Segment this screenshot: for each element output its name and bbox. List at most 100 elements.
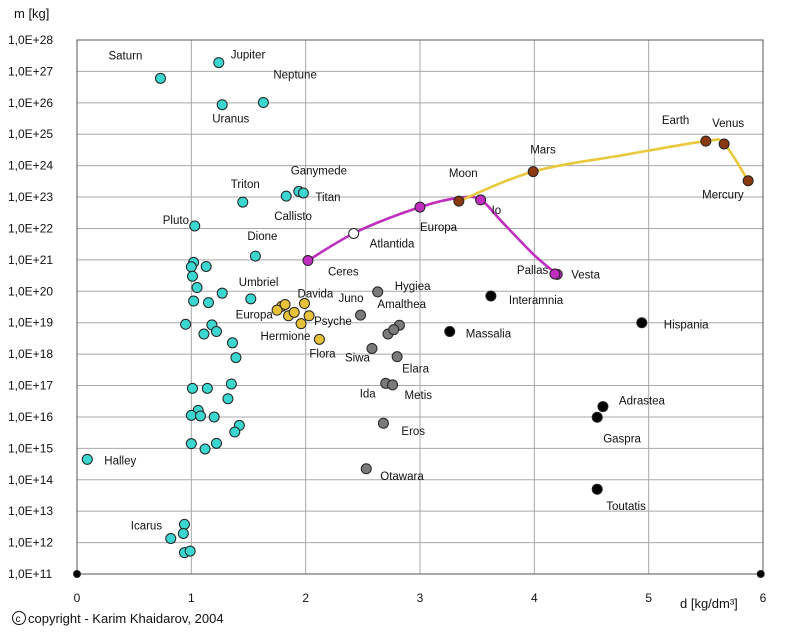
metis-label: Metis — [405, 390, 433, 402]
pluto-label: Pluto — [163, 215, 189, 227]
elara-point — [391, 351, 403, 363]
adrastea-label: Adrastea — [619, 396, 666, 408]
axis-point — [73, 570, 81, 578]
stony-point — [279, 298, 291, 310]
interamnia-point — [485, 290, 497, 302]
venus-label: Venus — [712, 118, 744, 130]
y-tick-label: 1,0E+18 — [8, 347, 53, 361]
ceres-label: Ceres — [328, 267, 359, 279]
moon-line-curve — [307, 195, 559, 276]
icy-point — [230, 352, 242, 364]
y-tick-label: 1,0E+13 — [8, 504, 53, 518]
europa-label: Europa — [236, 309, 274, 321]
earth-point — [700, 135, 712, 147]
point-labels: Saturn JupiterUranusNeptuneGanymedeTitanC… — [104, 50, 744, 533]
y-tick-label: 1,0E+19 — [8, 316, 53, 330]
y-tick-label: 1,0E+17 — [8, 379, 53, 393]
x-tick-label: 5 — [645, 591, 652, 605]
icy-point — [178, 518, 190, 530]
atlantida-point — [348, 227, 360, 239]
flora-label: Flora — [309, 348, 336, 360]
titan-label: Titan — [315, 192, 340, 204]
y-tick-label: 1,0E+22 — [8, 221, 53, 235]
ceres-point — [302, 255, 314, 267]
y-tick-label: 1,0E+25 — [8, 127, 53, 141]
amalthea-label: Amalthea — [377, 299, 426, 311]
stony-point — [271, 304, 283, 316]
saturn-point — [154, 72, 166, 84]
plot-frame — [76, 39, 764, 575]
uranus-point — [216, 99, 228, 111]
atlantida-label: Atlantida — [370, 238, 415, 250]
massalia-label: Massalia — [466, 329, 512, 341]
umbriel-point — [245, 293, 257, 305]
icy-point — [225, 378, 237, 390]
massalia-point — [444, 326, 456, 338]
hygiea-point — [372, 286, 384, 298]
siwa-label: Siwa — [345, 352, 371, 364]
io-label: Io — [492, 205, 502, 217]
y-tick-labels: 1,0E+11 1,0E+12 1,0E+13 1,0E+14 1,0E+15 1,0E+… — [8, 33, 53, 581]
otawara-point — [360, 463, 372, 475]
callisto-label: Callisto — [274, 211, 312, 223]
elara-label: Elara — [402, 364, 429, 376]
y-tick-label: 1,0E+15 — [8, 441, 53, 455]
copyright: c copyright - Karim Khaidarov, 2004 — [12, 611, 224, 626]
triton-point — [237, 196, 249, 208]
dione-label: Dione — [247, 231, 277, 243]
gray-point — [388, 324, 400, 336]
icy-point — [202, 297, 214, 309]
moon-point — [453, 195, 465, 207]
ganymede-label: Ganymede — [291, 165, 347, 177]
jupiter-point — [213, 57, 225, 69]
icy-point — [188, 295, 200, 307]
earth-label: Earth — [662, 115, 690, 127]
icy-point — [185, 261, 197, 273]
y-tick-label: 1,0E+20 — [8, 284, 53, 298]
halley-point — [81, 453, 93, 465]
hispania-label: Hispania — [664, 320, 709, 332]
copyright-text: copyright - Karim Khaidarov, 2004 — [28, 611, 224, 626]
icy-point — [185, 409, 197, 421]
icy-point — [186, 270, 198, 282]
io-point — [475, 194, 487, 206]
x-tick-label: 0 — [74, 591, 81, 605]
icy-point — [184, 545, 196, 557]
europa-label: Europa — [420, 222, 458, 234]
interamnia-label: Interamnia — [509, 295, 564, 307]
eros-point — [377, 417, 389, 429]
icy-point — [180, 318, 192, 330]
pluto-point — [189, 220, 201, 232]
psyche-point — [303, 310, 315, 322]
jupiter-label: Jupiter — [231, 50, 266, 62]
dione-point — [249, 250, 261, 262]
neptune-label: Neptune — [273, 70, 316, 82]
y-tick-label: 1,0E+23 — [8, 190, 53, 204]
icy-point — [185, 438, 197, 450]
icy-point — [200, 260, 212, 272]
stony-point — [295, 318, 307, 330]
x-tick-label: 4 — [531, 591, 538, 605]
icy-point — [194, 410, 206, 422]
metis-point — [387, 379, 399, 391]
y-tick-label: 1,0E+28 — [8, 33, 53, 47]
data-points — [73, 57, 765, 578]
trend-curves — [307, 138, 750, 276]
umbriel-label: Umbriel — [239, 277, 279, 289]
hermione-label: Hermione — [261, 331, 311, 343]
x-axis-label: d [kg/dm³] — [680, 596, 738, 611]
europa-point — [414, 201, 426, 213]
neptune-point — [257, 97, 269, 109]
icy-point — [201, 382, 213, 394]
icy-point — [222, 393, 234, 405]
y-tick-label: 1,0E+24 — [8, 159, 53, 173]
otawara-label: Otawara — [380, 471, 424, 483]
icy-point — [186, 382, 198, 394]
icy-point — [177, 527, 189, 539]
x-tick-label: 6 — [760, 591, 767, 605]
mars-point — [527, 166, 539, 178]
copyright-symbol: c — [16, 614, 21, 625]
pallas-label: Pallas — [517, 265, 549, 277]
x-tick-label: 1 — [188, 591, 195, 605]
